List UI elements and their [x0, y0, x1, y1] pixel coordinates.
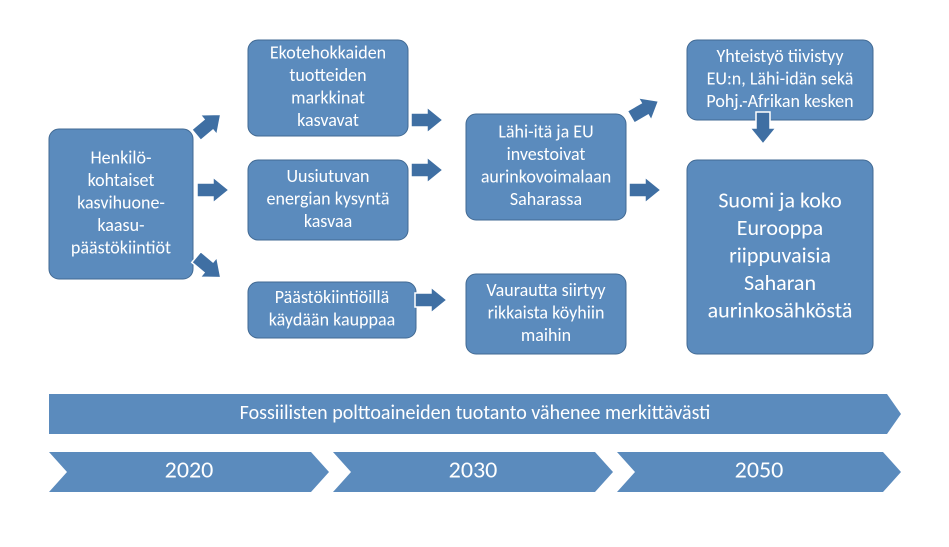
- timeline-label-0: 2020: [165, 456, 214, 485]
- node-n3-line-1: käydään kauppaa: [269, 309, 395, 331]
- node-n7-line-4: aurinkosähköstä: [708, 296, 853, 323]
- node-n6: Yhteistyö tiivistyyEU:n, Lähi-idän sekäP…: [687, 40, 873, 120]
- node-n0-line-3: kaasu-: [97, 214, 144, 236]
- banner: Fossiilisten polttoaineiden tuotanto väh…: [49, 394, 901, 434]
- arrow-n4-n7: [629, 177, 661, 203]
- node-n0-line-4: päästökiintiöt: [71, 236, 171, 258]
- node-n4: Lähi-itä ja EUinvestoivataurinkovoimalaa…: [466, 114, 626, 220]
- node-n3-line-0: Päästökiintiöillä: [275, 286, 390, 308]
- node-n4-line-1: investoivat: [507, 143, 586, 165]
- timeline-seg-0: 2020: [49, 452, 329, 492]
- node-n7-line-1: Eurooppa: [737, 214, 823, 241]
- node-n5-line-1: rikkaista köyhiin: [488, 301, 605, 323]
- node-n4-line-0: Lähi-itä ja EU: [498, 121, 593, 143]
- node-n2: Uusiutuvanenergian kysyntäkasvaa: [248, 160, 408, 240]
- arrow-n0-n3: [188, 247, 229, 287]
- node-n4-line-2: aurinkovoimalaan: [481, 166, 611, 188]
- timeline-seg-2: 2050: [617, 452, 901, 492]
- node-n5-line-0: Vaurautta siirtyy: [486, 279, 606, 301]
- arrow-n4-n6: [624, 90, 665, 129]
- node-n5-line-2: maihin: [521, 324, 571, 346]
- node-n1-line-1: tuotteiden: [289, 64, 366, 86]
- timeline-label-1: 2030: [449, 456, 498, 485]
- node-n6-line-2: Pohj.-Afrikan kesken: [706, 90, 853, 112]
- arrow-n2-n4: [411, 157, 443, 183]
- node-n7-line-3: Saharan: [744, 269, 816, 296]
- arrow-n0-n1: [188, 104, 229, 144]
- node-n6-line-0: Yhteistyö tiivistyy: [716, 45, 844, 67]
- node-n1-line-3: kasvavat: [297, 109, 359, 131]
- node-n7-line-0: Suomi ja koko: [718, 186, 841, 213]
- node-n1: Ekotehokkaidentuotteidenmarkkinatkasvava…: [248, 40, 408, 136]
- timeline-seg-1: 2030: [333, 452, 613, 492]
- node-n0: Henkilö-kohtaisetkasvihuone-kaasu-päästö…: [49, 129, 193, 279]
- node-n1-line-2: markkinat: [291, 87, 365, 109]
- banner-text: Fossiilisten polttoaineiden tuotanto väh…: [240, 401, 711, 425]
- node-n2-line-2: kasvaa: [304, 210, 352, 232]
- node-n7-line-2: riippuvaisia: [729, 241, 831, 268]
- node-n2-line-0: Uusiutuvan: [286, 165, 369, 187]
- node-n5: Vaurautta siirtyyrikkaista köyhiinmaihin: [466, 274, 626, 354]
- node-n1-line-0: Ekotehokkaiden: [270, 42, 386, 64]
- node-n0-line-0: Henkilö-: [90, 146, 151, 168]
- arrow-n1-n4: [411, 107, 443, 133]
- node-n2-line-1: energian kysyntä: [267, 187, 390, 209]
- node-n0-line-1: kohtaiset: [88, 169, 155, 191]
- node-n4-line-3: Saharassa: [510, 188, 582, 210]
- node-n0-line-2: kasvihuone-: [77, 191, 165, 213]
- flowchart: Henkilö-kohtaisetkasvihuone-kaasu-päästö…: [0, 0, 949, 547]
- node-n3: Päästökiintiöilläkäydään kauppaa: [248, 282, 416, 338]
- timeline-label-2: 2050: [735, 456, 784, 485]
- arrow-n0-n2: [197, 177, 229, 203]
- arrow-n3-n5: [415, 287, 447, 313]
- node-n6-line-1: EU:n, Lähi-idän sekä: [707, 67, 854, 89]
- node-n7: Suomi ja kokoEurooppariippuvaisiaSaharan…: [687, 160, 873, 354]
